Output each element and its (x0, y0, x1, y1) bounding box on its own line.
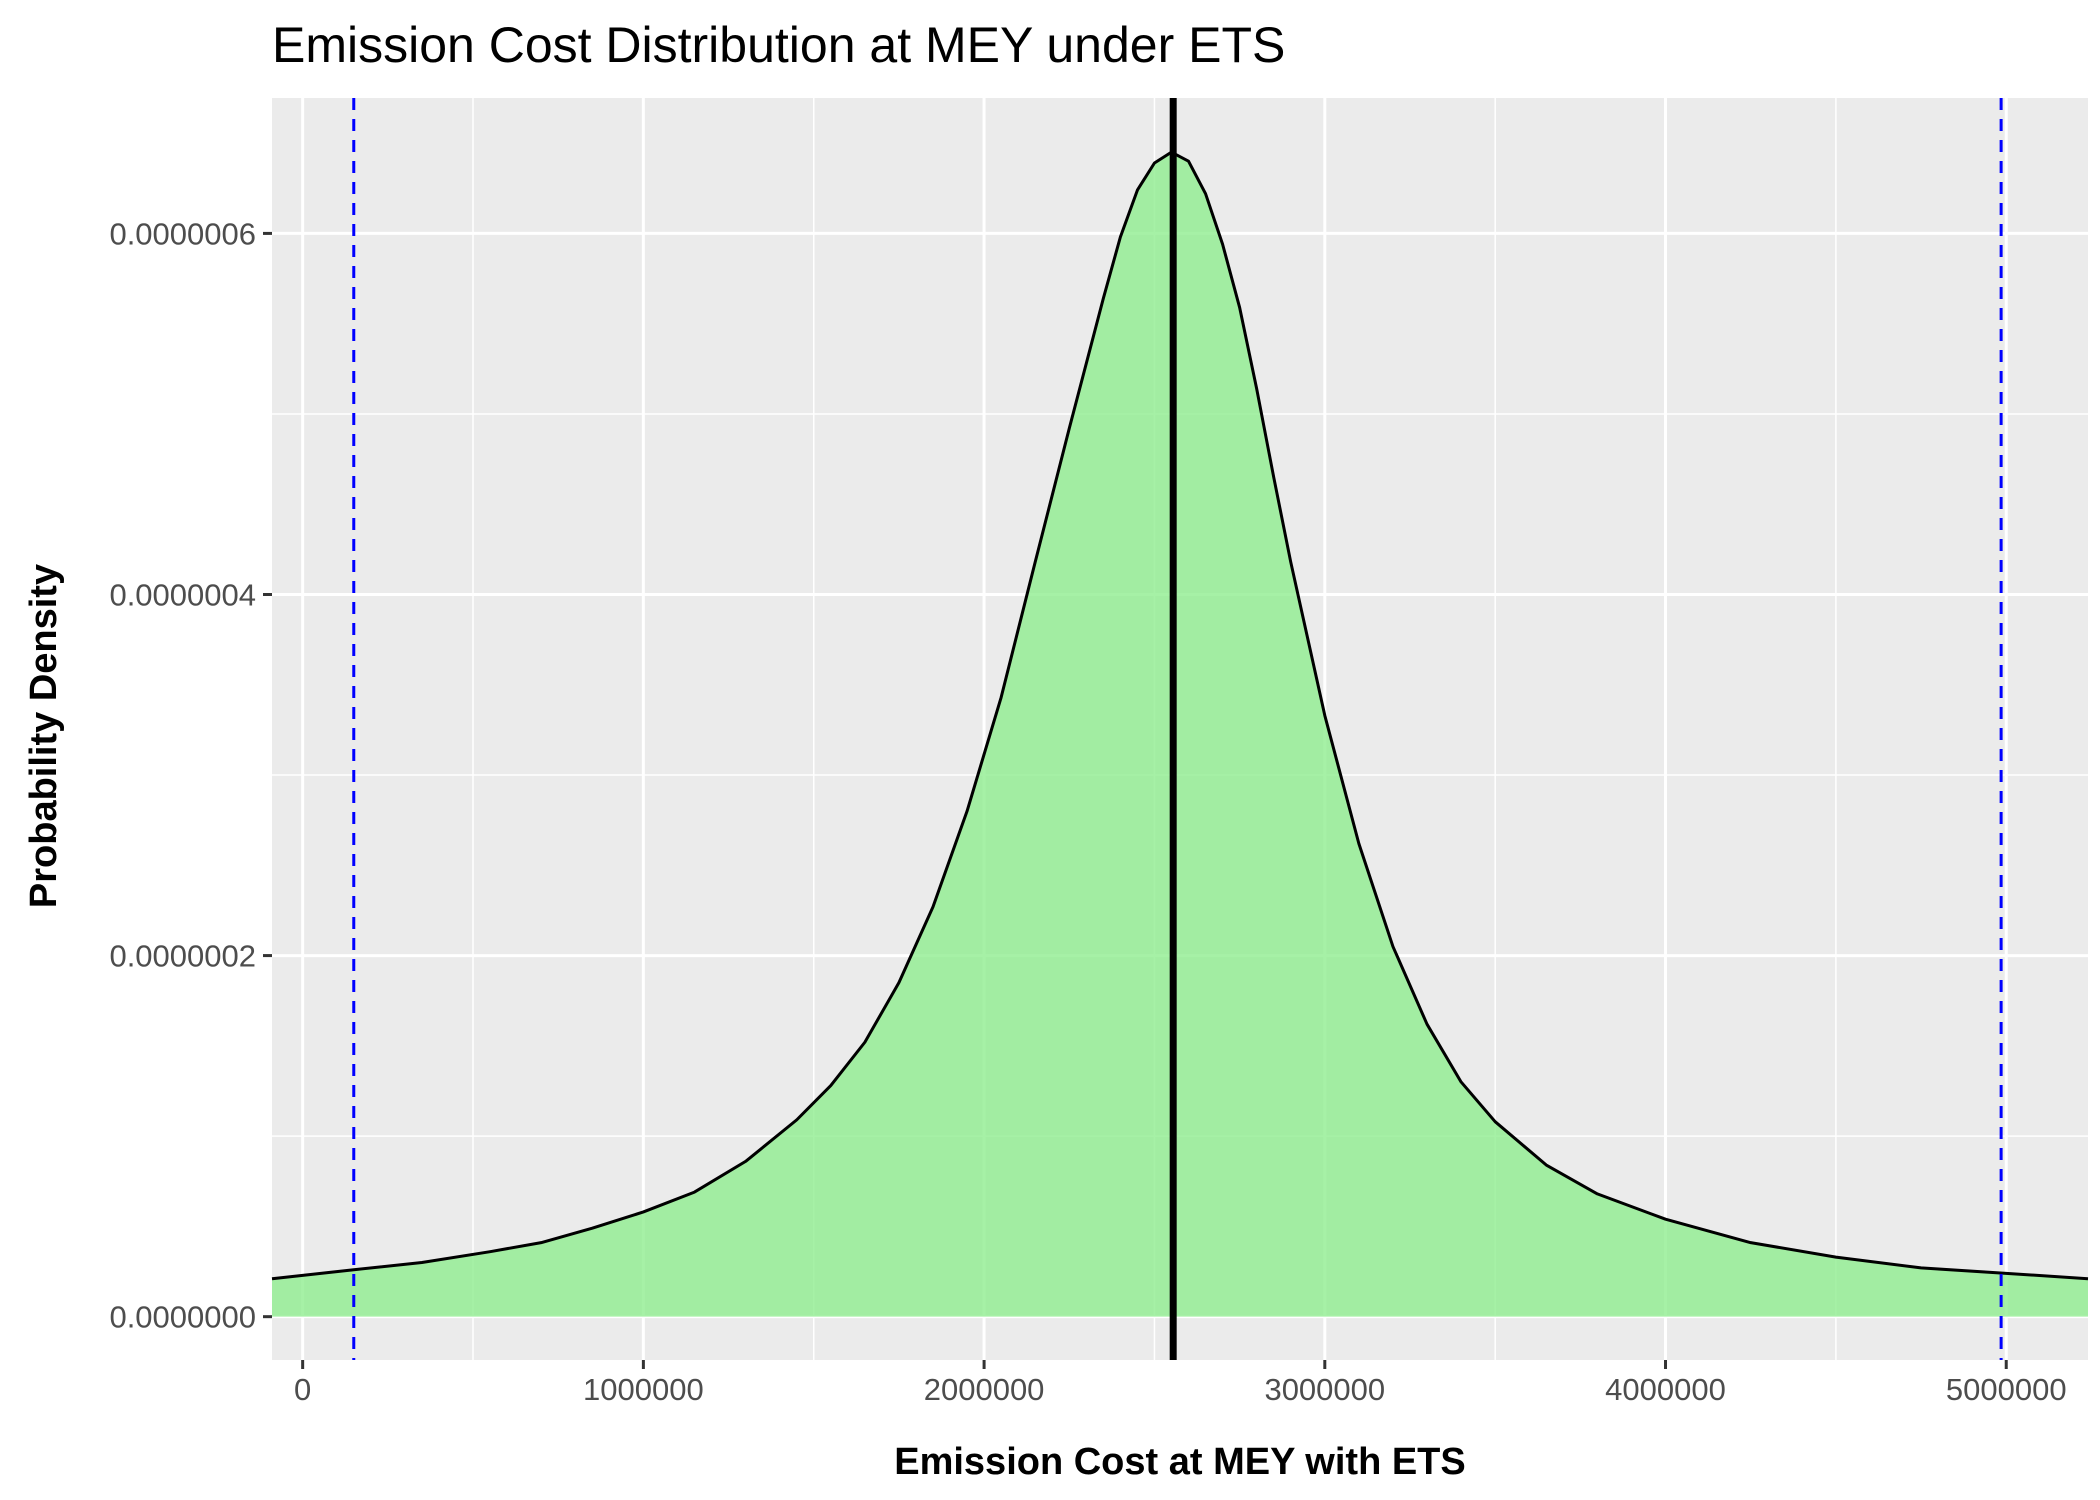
y-axis: 0.0000000 0.0000002 0.0000004 0.0000006 (109, 216, 272, 1335)
x-tick-label: 0 (294, 1372, 311, 1407)
y-tick-label: 0.0000004 (109, 577, 256, 612)
x-tick-label: 1000000 (583, 1372, 704, 1407)
density-area (272, 152, 2088, 1317)
chart-title: Emission Cost Distribution at MEY under … (272, 17, 1285, 73)
y-axis-title: Probability Density (23, 564, 65, 908)
x-tick-label: 4000000 (1605, 1372, 1726, 1407)
density-curve-line (271, 150, 2089, 1281)
x-axis: 0 1000000 2000000 3000000 4000000 5000000 (294, 1360, 2067, 1407)
x-axis-title: Emission Cost at MEY with ETS (894, 1441, 1466, 1483)
y-tick-label: 0.0000000 (109, 1300, 256, 1335)
x-tick-label: 3000000 (1264, 1372, 1385, 1407)
reference-lines (352, 98, 2003, 1360)
y-tick-label: 0.0000002 (109, 939, 256, 974)
x-tick-label: 2000000 (924, 1372, 1045, 1407)
y-tick-label: 0.0000006 (109, 216, 256, 251)
x-tick-label: 5000000 (1946, 1372, 2067, 1407)
